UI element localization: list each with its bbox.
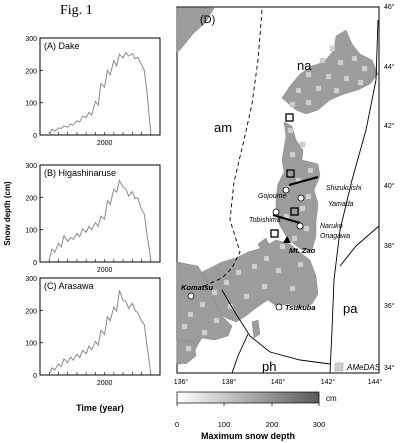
- x-tick-label-higashinaruse-2000: 2000: [97, 267, 113, 274]
- x-axis-label: Time (year): [76, 403, 124, 413]
- land-masses: [176, 7, 379, 365]
- y-tick-label-higashinaruse-100: 100: [25, 228, 37, 235]
- volcano-icon: [283, 236, 291, 243]
- x-tick-label-dake-2000: 2000: [97, 140, 113, 147]
- station-komatsu: [187, 292, 195, 300]
- station-yamada: [297, 194, 305, 202]
- label-naruko: Naruko: [320, 223, 343, 230]
- lon-label-142: 142°: [321, 378, 336, 386]
- station-tsukuba: [275, 303, 283, 311]
- plate-label-pa: pa: [343, 301, 358, 316]
- plate-label-am: am: [214, 120, 232, 135]
- station-gojoume: [282, 186, 290, 194]
- label-gojoume: Gojoume: [258, 193, 287, 200]
- label-komatsu: Komatsu: [181, 283, 214, 292]
- label-tsukuba: Tsukuba: [285, 303, 316, 312]
- trench-nankai: [231, 333, 249, 374]
- y-tick-label-arasawa-0: 0: [33, 373, 37, 380]
- plate-label-ph: ph: [262, 359, 276, 374]
- shikoku-landmass: [176, 339, 197, 365]
- plot-frame-arasawa: [39, 277, 161, 376]
- colorbar-tick-200: 200: [266, 420, 279, 429]
- y-tick-label-arasawa-100: 100: [25, 341, 37, 348]
- y-tick-label-arasawa-200: 200: [25, 308, 37, 315]
- lat-label-38: 38°: [384, 242, 395, 250]
- amedas-squares: [181, 45, 368, 352]
- station-tobishima: [272, 208, 280, 216]
- legend-swatch: [334, 362, 344, 372]
- west-honshu-landmass: [176, 261, 233, 365]
- profile-line-north: [288, 176, 319, 186]
- lat-label-42: 42°: [384, 122, 395, 130]
- lat-label-44: 44°: [384, 63, 395, 71]
- panel-label-higashinaruse: (B) Higashinaruse: [44, 168, 116, 178]
- lon-label-144: 144°: [368, 378, 383, 386]
- colorbar-tick-100: 100: [218, 420, 231, 429]
- lon-label-140: 140°: [271, 378, 286, 386]
- plot-frame-dake: [39, 37, 161, 136]
- series-line-higashinaruse: [48, 179, 152, 260]
- station-onagawa: [296, 222, 304, 230]
- colorbar-tick-300: 300: [313, 420, 326, 429]
- figure-title: Fig. 1: [60, 3, 93, 18]
- plot-frame-higashinaruse: [39, 164, 161, 263]
- trench-izu: [339, 225, 380, 267]
- legend-label: AMeDAS: [346, 363, 381, 372]
- colorbar: [176, 391, 320, 404]
- colorbar-title: Maximum snow depth: [201, 431, 295, 441]
- korea-landmass: [176, 7, 215, 53]
- lon-label-136: 136°: [174, 378, 189, 386]
- highlight-squares: [270, 113, 299, 238]
- colorbar-unit: cm: [326, 394, 337, 403]
- central-honshu-landmass: [197, 239, 319, 323]
- lat-label-46: 46°: [384, 3, 395, 11]
- trench-japan: [329, 19, 379, 374]
- y-tick-label-higashinaruse-300: 300: [25, 163, 37, 170]
- y-tick-label-dake-300: 300: [25, 36, 37, 43]
- y-tick-label-dake-100: 100: [25, 101, 37, 108]
- label-yamada: Yamada: [328, 201, 354, 208]
- x-tick-label-arasawa-2000: 2000: [97, 380, 113, 387]
- izu-peninsula: [251, 319, 261, 339]
- lat-label-36: 36°: [384, 302, 395, 310]
- map-panel-label: (D): [200, 14, 215, 26]
- y-tick-label-dake-200: 200: [25, 68, 37, 75]
- colorbar-tick-0: 0: [175, 420, 179, 429]
- plate-label-na: na: [297, 58, 312, 73]
- y-tick-label-higashinaruse-0: 0: [33, 260, 37, 267]
- label-onagawa: Onagawa: [320, 233, 350, 240]
- trench-sagami: [221, 289, 331, 365]
- lon-label-138: 138°: [222, 378, 237, 386]
- profile-line-south: [272, 214, 301, 224]
- lat-label-34: 34°: [384, 364, 395, 372]
- y-tick-label-arasawa-300: 300: [25, 276, 37, 283]
- panel-label-dake: (A) Dake: [44, 41, 80, 51]
- y-axis-label: Snow depth (cm): [3, 181, 12, 246]
- panel-label-arasawa: (C) Arasawa: [44, 281, 94, 291]
- hokkaido-landmass: [281, 29, 379, 115]
- label-tobishima: Tobishima: [249, 217, 281, 224]
- y-tick-label-higashinaruse-200: 200: [25, 195, 37, 202]
- plate-boundary-dashed: [199, 9, 263, 289]
- series-line-dake: [48, 51, 152, 136]
- station-markers: [187, 186, 305, 311]
- lat-label-40: 40°: [384, 182, 395, 190]
- label-shizukuishi: Shizukuishi: [326, 185, 362, 192]
- label-mt-zao: Mt. Zao: [289, 246, 316, 255]
- y-tick-label-dake-0: 0: [33, 133, 37, 140]
- series-line-arasawa: [48, 290, 152, 375]
